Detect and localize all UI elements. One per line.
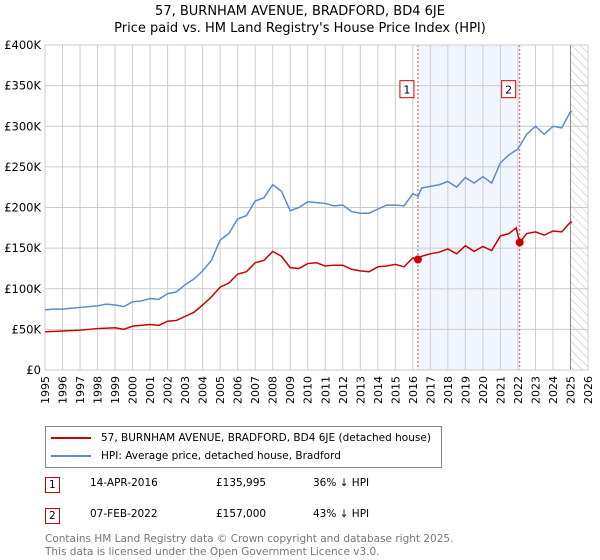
- sale-label: 1: [403, 84, 410, 97]
- transaction-price: £135,995: [216, 477, 267, 489]
- x-tick-label: 1995: [39, 376, 52, 404]
- y-tick-label: £200K: [4, 201, 41, 215]
- legend-label-property: 57, BURNHAM AVENUE, BRADFORD, BD4 6JE (d…: [101, 432, 431, 444]
- x-tick-label: 2019: [459, 376, 472, 404]
- x-tick-label: 2001: [144, 376, 157, 404]
- x-tick-label: 2002: [162, 376, 175, 404]
- x-tick-label: 2012: [337, 376, 350, 404]
- x-tick-label: 2020: [477, 376, 490, 404]
- chart-title: 57, BURNHAM AVENUE, BRADFORD, BD4 6JE: [155, 4, 445, 19]
- sale-label-box: [501, 80, 517, 99]
- y-tick-label: £150K: [4, 241, 41, 255]
- x-tick-label: 2010: [302, 376, 315, 404]
- transaction-number: 1: [45, 477, 60, 493]
- x-tick-label: 2014: [372, 376, 385, 404]
- transaction-price: £157,000: [216, 508, 267, 520]
- sale-label-box: [399, 80, 415, 99]
- x-tick-label: 2005: [214, 376, 227, 404]
- sale-label: 2: [505, 84, 512, 97]
- x-tick-label: 2021: [494, 376, 507, 404]
- y-tick-label: £0: [26, 363, 41, 377]
- y-tick-label: £400K: [4, 38, 41, 52]
- x-tick-label: 2007: [249, 376, 262, 404]
- x-tick-label: 2017: [424, 376, 437, 404]
- x-tick-label: 1998: [92, 376, 105, 404]
- transaction-number: 2: [45, 508, 60, 524]
- y-tick-label: £100K: [4, 282, 41, 296]
- transaction-delta: 43% ↓ HPI: [313, 508, 370, 520]
- legend-item-property: 57, BURNHAM AVENUE, BRADFORD, BD4 6JE (d…: [51, 432, 431, 444]
- x-tick-label: 2015: [389, 376, 402, 404]
- x-tick-label: 2024: [547, 376, 560, 404]
- transaction-delta: 36% ↓ HPI: [313, 477, 370, 489]
- y-tick-label: £350K: [4, 79, 41, 93]
- y-tick-label: £50K: [12, 322, 42, 336]
- x-tick-label: 2009: [284, 376, 297, 404]
- x-tick-label: 2004: [197, 376, 210, 404]
- legend-item-hpi: HPI: Average price, detached house, Brad…: [51, 450, 341, 462]
- sale-point: [413, 255, 422, 264]
- x-tick-label: 2016: [407, 376, 420, 404]
- x-tick-label: 1997: [74, 376, 87, 404]
- chart-subtitle: Price paid vs. HM Land Registry's House …: [114, 21, 486, 36]
- series-line: [44, 110, 573, 311]
- legend-swatch-red: [51, 437, 91, 439]
- x-tick-label: 2026: [582, 376, 595, 404]
- plot-area: 1995 1996 1997 1998 1999 2000 2001 2002 2003 2004…: [4, 38, 595, 404]
- series-line: [44, 221, 573, 333]
- x-tick-label: 2018: [442, 376, 455, 404]
- x-tick-label: 2003: [179, 376, 192, 404]
- x-tick-label: 2023: [529, 376, 542, 404]
- y-tick-label: £250K: [4, 160, 41, 174]
- transaction-date: 07-FEB-2022: [90, 508, 158, 520]
- legend: 57, BURNHAM AVENUE, BRADFORD, BD4 6JE (d…: [45, 426, 442, 468]
- x-tick-label: 2006: [232, 376, 245, 404]
- transaction-date: 14-APR-2016: [90, 477, 158, 489]
- x-tick-label: 2011: [319, 376, 332, 404]
- plot-border: [44, 44, 589, 371]
- x-tick-label: 2022: [512, 376, 525, 404]
- sale-point: [515, 238, 524, 247]
- x-tick-label: 1996: [57, 376, 70, 404]
- legend-swatch-blue: [51, 455, 91, 457]
- x-tick-label: 2025: [564, 376, 577, 404]
- footer: Contains HM Land Registry data © Crown c…: [45, 533, 453, 558]
- x-tick-label: 2013: [354, 376, 367, 404]
- x-tick-label: 1999: [109, 376, 122, 404]
- footer-line-2: This data is licensed under the Open Gov…: [45, 545, 380, 558]
- x-tick-label: 2000: [127, 376, 140, 404]
- footer-line-1: Contains HM Land Registry data © Crown c…: [45, 533, 454, 545]
- legend-label-hpi: HPI: Average price, detached house, Brad…: [101, 450, 341, 462]
- x-tick-label: 2008: [267, 376, 280, 404]
- y-tick-label: £300K: [4, 119, 41, 133]
